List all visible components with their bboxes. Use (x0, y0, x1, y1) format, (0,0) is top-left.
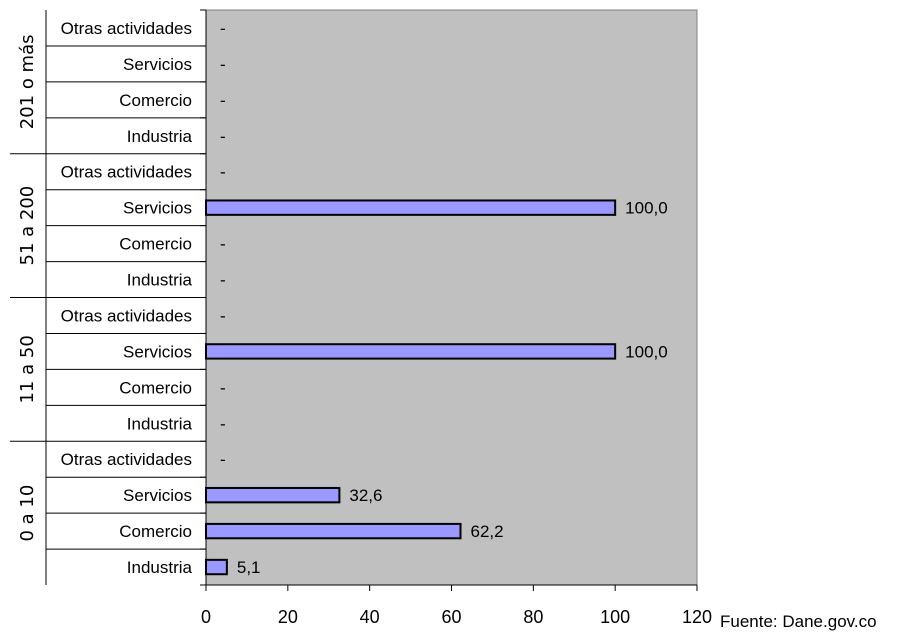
data-label: 62,2 (471, 522, 504, 541)
category-label: Servicios (123, 55, 192, 74)
category-label: Comercio (119, 522, 192, 541)
category-label: Servicios (123, 486, 192, 505)
category-label: Otras actividades (61, 306, 192, 325)
data-label: - (220, 414, 226, 433)
data-label: - (220, 235, 226, 254)
group-label: 0 a 10 (17, 485, 38, 542)
x-tick-label: 0 (201, 607, 211, 627)
category-label: Industria (127, 127, 193, 146)
group-label: 51 a 200 (17, 186, 38, 266)
data-label: 5,1 (237, 558, 261, 577)
data-label: - (220, 163, 226, 182)
category-label: Servicios (123, 342, 192, 361)
source-note: Fuente: Dane.gov.co (720, 612, 877, 631)
data-label: - (220, 306, 226, 325)
data-label: - (220, 91, 226, 110)
category-label: Comercio (119, 235, 192, 254)
x-tick-label: 80 (523, 607, 543, 627)
category-label: Otras actividades (61, 163, 192, 182)
bar (205, 522, 462, 540)
data-label: 100,0 (625, 342, 668, 361)
category-label: Comercio (119, 91, 192, 110)
data-label: - (220, 55, 226, 74)
group-label: 201 o más (17, 34, 38, 129)
category-label: Servicios (123, 199, 192, 218)
data-label: 100,0 (625, 199, 668, 218)
x-tick-label: 40 (360, 607, 380, 627)
x-tick-label: 60 (441, 607, 461, 627)
bar (205, 486, 341, 504)
data-label: - (220, 19, 226, 38)
category-label: Industria (127, 414, 193, 433)
category-label: Otras actividades (61, 19, 192, 38)
data-label: - (220, 127, 226, 146)
bar (205, 199, 617, 216)
category-label: Industria (127, 271, 193, 290)
data-label: - (220, 450, 226, 469)
x-tick-label: 100 (600, 607, 630, 627)
category-label: Industria (127, 558, 193, 577)
x-tick-label: 20 (278, 607, 298, 627)
category-label: Comercio (119, 378, 192, 397)
x-tick-label: 120 (682, 607, 712, 627)
data-label: - (220, 271, 226, 290)
bar (205, 343, 617, 360)
bar (205, 558, 228, 576)
category-label: Otras actividades (61, 450, 192, 469)
data-label: - (220, 378, 226, 397)
group-label: 11 a 50 (17, 335, 38, 403)
data-label: 32,6 (349, 486, 382, 505)
